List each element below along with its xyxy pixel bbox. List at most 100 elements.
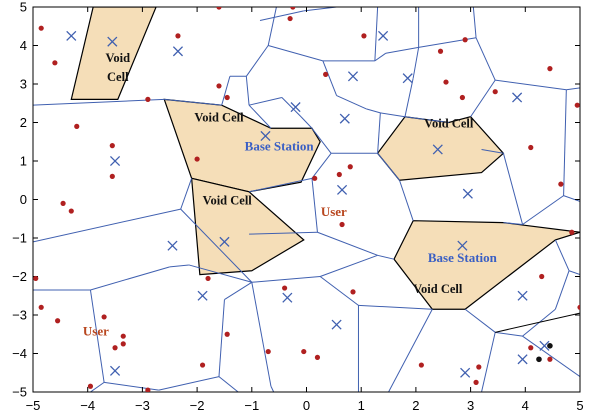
user-point [547,66,553,72]
cell-edge-21 [522,195,564,225]
base-station-point [167,240,178,251]
y-tick-label: −2 [12,269,27,284]
cell-edge-11 [374,52,387,62]
cell-edge-72 [481,332,496,392]
y-tick-label: −1 [12,231,27,246]
cell-edge-66 [218,376,239,392]
user-point [194,156,200,162]
user-point [199,362,206,368]
base-station-point [460,367,471,378]
user-point [120,333,126,339]
void-annotation: Void Cell [203,193,253,207]
cell-edge-57 [320,254,378,277]
void-annotation: Void Cell [424,116,474,130]
base-station-point [512,92,523,103]
cell-edge-53 [90,266,170,291]
base-station-point [378,30,389,41]
user-point [547,356,553,362]
special-point [547,343,553,349]
cell-edge-8 [374,7,379,61]
user-point [459,94,465,101]
base-station-point [331,319,342,330]
cell-edge-32 [377,152,400,181]
user-point [216,7,222,10]
cell-edge-19 [563,89,567,196]
cell-edge-41 [311,127,332,154]
cell-edge-0 [33,98,165,106]
base-station-point [290,102,301,113]
user-point [112,345,118,351]
cell-edge-layer [33,7,580,392]
user-point [437,48,444,54]
user-point [577,304,580,310]
cell-edge-33 [404,78,414,117]
cell-edge-62 [251,282,272,387]
cell-edge-27 [300,116,313,129]
user-point [539,273,545,280]
cell-edge-49 [249,231,318,235]
base-station-point [339,113,350,124]
user-point [314,354,321,360]
void-annotation: Void [106,51,131,65]
y-tick-label: −4 [12,346,27,361]
cell-edge-51 [377,254,395,260]
cell-edge-10 [303,7,337,12]
cell-edge-64 [104,381,159,391]
cell-edge-73 [495,331,523,337]
cell-edge-65 [158,376,220,391]
cell-edge-22 [322,60,338,96]
user-point [120,341,126,347]
user-point [339,221,345,228]
cell-edge-29 [366,108,381,114]
user-point [175,33,181,39]
user-point [528,144,534,151]
cell-edge-35 [404,116,449,123]
y-tick-label: 3 [20,77,27,92]
cell-edge-37 [481,148,504,154]
cell-edge-2 [221,76,231,106]
user-point [312,175,318,181]
cell-edge-18 [566,87,580,91]
highlight-edge-0 [495,312,580,333]
base-station-point [219,236,230,247]
user-point [224,94,230,101]
cell-edge-17 [495,79,567,91]
void-annotation: Void Cell [194,111,244,125]
cell-edge-76 [554,270,570,310]
user-point [55,318,61,324]
base-station-point [336,184,348,195]
user-point [361,33,367,39]
base-station-point [109,155,121,167]
cell-edge-77 [554,239,570,271]
x-tick-label: −1 [244,398,259,413]
base-station-point [432,144,443,155]
x-tick-label: 3 [467,398,474,413]
user-point [476,364,482,370]
user-point [301,348,307,355]
cell-edge-15 [472,7,477,38]
cell-edge-25 [248,96,282,106]
base-station-point [107,36,118,47]
user-point [569,229,575,235]
base-station-point [457,240,468,251]
user-point [145,387,151,392]
cell-edge-1 [164,98,222,106]
user-point [282,285,288,291]
y-tick-label: 1 [20,154,27,169]
x-tick-label: −5 [26,398,41,413]
cell-edge-44 [311,178,318,233]
cell-edge-12 [385,46,419,54]
user-point [558,181,564,187]
y-tick-label: −5 [12,385,27,400]
x-tick-label: 1 [358,398,365,413]
cell-edge-34 [412,47,420,79]
cell-edge-43 [311,152,332,179]
y-tick-label: 4 [20,38,27,53]
base-station-point [66,30,77,41]
cell-edge-5 [267,7,277,46]
user-point [462,37,468,43]
x-tick-label: 5 [576,398,583,413]
cell-edge-50 [317,231,378,256]
base-station-point [260,130,271,142]
user-point [68,208,74,214]
